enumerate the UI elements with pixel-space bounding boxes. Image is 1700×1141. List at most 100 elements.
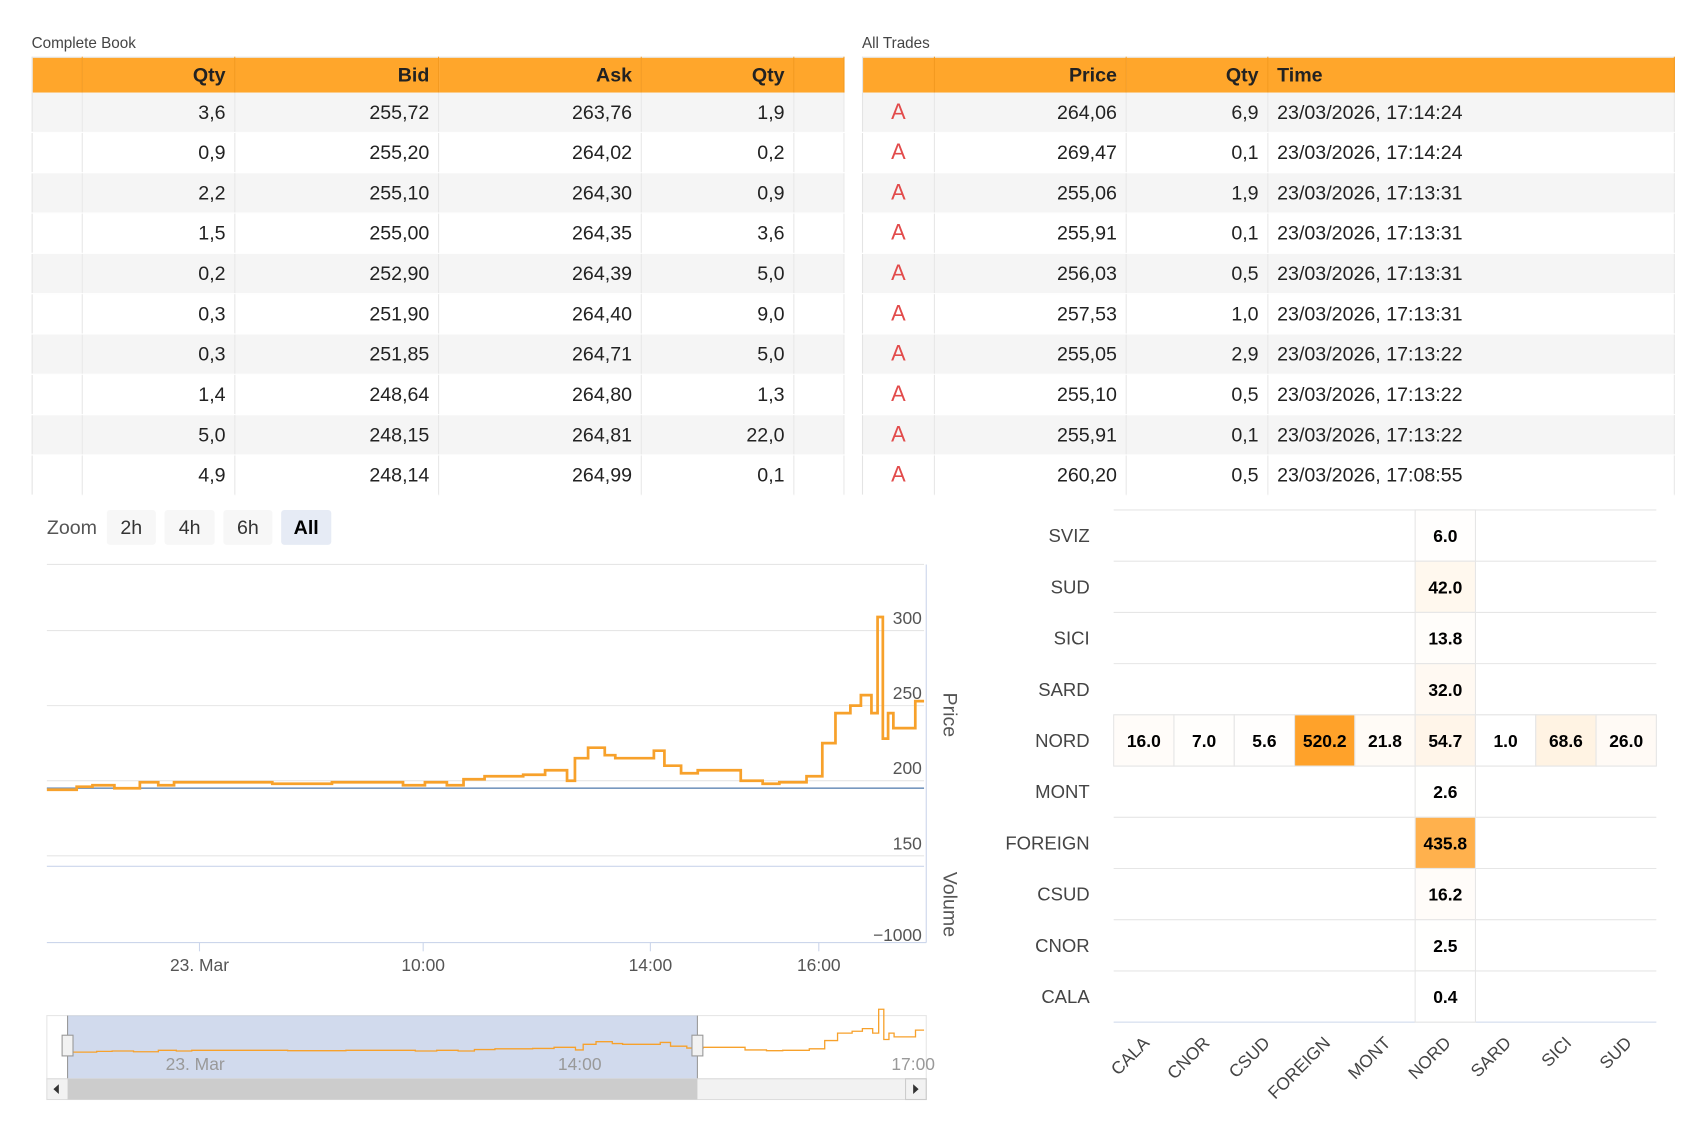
header-cell: Price	[934, 57, 1127, 93]
cell: 1,5	[82, 213, 236, 254]
row: A 256,03 0,5 23/03/2026, 17:13:31	[862, 253, 1675, 295]
heat-cell	[1414, 816, 1476, 870]
navigator-handle[interactable]	[691, 1034, 704, 1057]
cell	[32, 213, 83, 254]
y2-tick-label: −1000	[873, 925, 922, 945]
row: A 255,91 0,1 23/03/2026, 17:13:31	[862, 213, 1675, 254]
row: 0,3 251,90 264,40 9,0	[32, 293, 845, 335]
row: A 269,47 0,1 23/03/2026, 17:14:24	[862, 132, 1675, 174]
zoom-button[interactable]: 4h	[164, 509, 215, 545]
heat-cell	[1113, 714, 1175, 767]
cell: 22,0	[641, 414, 795, 456]
header-cell: Qty	[1126, 57, 1269, 93]
header-cell: Ask	[438, 57, 642, 93]
cell: 248,64	[234, 374, 440, 416]
cell: 264,71	[438, 333, 642, 375]
scrollbar-thumb[interactable]	[67, 1078, 698, 1100]
x-category-label: NORD	[1404, 1033, 1454, 1083]
cell-label: 5.6	[1252, 731, 1277, 751]
cell-label: 0.4	[1433, 987, 1458, 1007]
row: A 255,10 0,5 23/03/2026, 17:13:22	[862, 374, 1675, 416]
header-cell: Bid	[234, 57, 440, 93]
cell: 252,90	[234, 253, 440, 295]
y-category-label: CALA	[1041, 986, 1090, 1007]
cell: A	[862, 293, 935, 335]
cell: 0,3	[82, 333, 236, 375]
row: 2,2 255,10 264,30 0,9	[32, 172, 845, 214]
cell: 0,2	[641, 132, 795, 174]
row: A 257,53 1,0 23/03/2026, 17:13:31	[862, 293, 1675, 335]
cell: 255,00	[234, 213, 440, 254]
cell: 255,10	[234, 172, 440, 214]
cell: 0,2	[82, 253, 236, 295]
y-category-label: SARD	[1038, 679, 1089, 700]
heat-cell	[1414, 970, 1476, 1023]
cell: 23/03/2026, 17:13:22	[1267, 414, 1675, 456]
x-category-label: SICI	[1537, 1033, 1575, 1071]
cell-label: 21.8	[1368, 731, 1402, 751]
cell: 1,0	[1126, 293, 1269, 335]
row: 4,9 248,14 264,99 0,1	[32, 454, 845, 496]
cell	[32, 414, 83, 456]
cell-label: 520.2	[1303, 731, 1347, 751]
heat-cell	[1294, 714, 1356, 767]
zoom-label: Zoom	[46, 516, 98, 539]
cell-label: 6.0	[1433, 526, 1457, 546]
cell: 264,02	[438, 132, 642, 174]
book-title: Complete Book	[31, 33, 136, 52]
zoom-button[interactable]: 6h	[223, 509, 273, 545]
navigator-label: 14:00	[558, 1054, 602, 1074]
cell	[793, 414, 845, 456]
cell: 0,3	[82, 293, 236, 335]
heat-cell	[1595, 714, 1657, 767]
row: 0,3 251,85 264,71 5,0	[32, 333, 845, 375]
x-category-label: FOREIGN	[1264, 1033, 1334, 1103]
cell-label: 2.5	[1433, 936, 1458, 956]
cell: A	[862, 92, 935, 133]
y-category-label: CNOR	[1035, 935, 1090, 956]
cell	[32, 333, 83, 375]
cell: 23/03/2026, 17:13:31	[1267, 293, 1675, 335]
cell	[32, 253, 83, 295]
x-category-label: CSUD	[1225, 1033, 1274, 1082]
heat-cell	[1414, 663, 1476, 716]
x-category-label: SARD	[1467, 1033, 1515, 1081]
heat-cell	[1414, 919, 1476, 972]
zoom-button[interactable]: 2h	[106, 509, 156, 545]
x-category-label: SUD	[1595, 1033, 1635, 1073]
cell-label: 68.6	[1549, 731, 1583, 751]
cell: 5,0	[641, 333, 795, 375]
y-tick-label: 150	[893, 833, 922, 853]
cell-label: 42.0	[1428, 577, 1462, 597]
zoom-button[interactable]: All	[281, 509, 332, 545]
cell-label: 26.0	[1609, 731, 1643, 751]
cell: 0,1	[1126, 414, 1269, 456]
y-category-label: CSUD	[1037, 884, 1089, 905]
header-cell	[793, 57, 845, 93]
cell: 251,90	[234, 293, 440, 335]
cell	[793, 92, 845, 133]
header-cell: Qty	[641, 57, 795, 93]
cell: 23/03/2026, 17:13:22	[1267, 374, 1675, 416]
y-axis-title: Price	[939, 692, 961, 737]
cell: 264,99	[438, 454, 642, 496]
cell	[793, 333, 845, 375]
cell: 264,30	[438, 172, 642, 214]
book-table: Qty Bid Ask Qty 3,6 255,72 263,76 1,9 0,9 255,20 2…	[31, 56, 845, 496]
cell: 248,14	[234, 454, 440, 496]
cell: 5,0	[82, 414, 236, 456]
cell: 260,20	[934, 454, 1127, 496]
cell: 6,9	[1126, 92, 1269, 133]
x-category-label: MONT	[1344, 1032, 1395, 1083]
cell-label: 13.8	[1428, 629, 1462, 649]
row: 0,9 255,20 264,02 0,2	[32, 132, 845, 174]
cell	[793, 132, 845, 174]
cell	[793, 454, 845, 496]
cell: A	[862, 414, 935, 456]
cell	[32, 454, 83, 496]
row: A 260,20 0,5 23/03/2026, 17:08:55	[862, 454, 1675, 496]
cell: 0,5	[1126, 374, 1269, 416]
cell: 1,9	[1126, 172, 1269, 214]
navigator-handle[interactable]	[61, 1034, 74, 1057]
